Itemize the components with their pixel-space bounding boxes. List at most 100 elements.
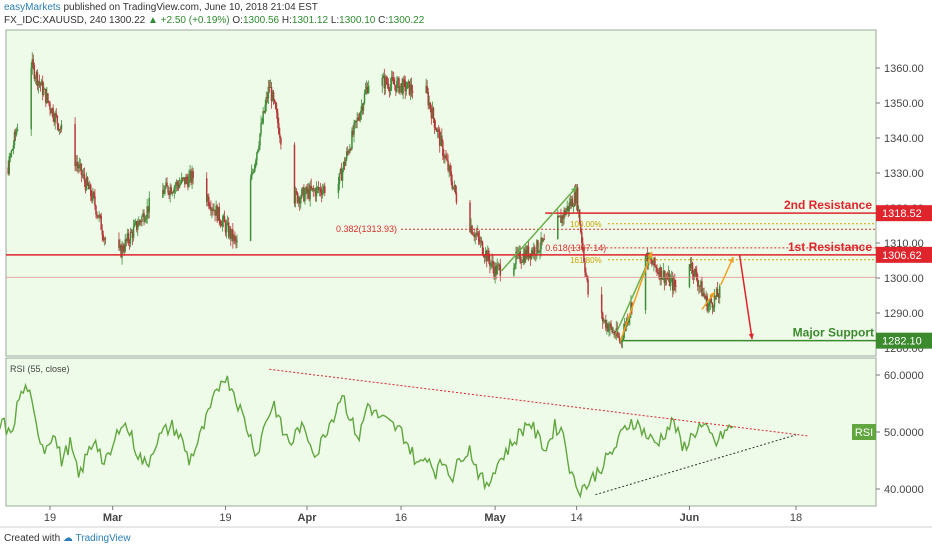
candle-body — [704, 295, 706, 300]
candle-body — [41, 81, 44, 95]
candle-body — [526, 246, 529, 258]
candle-body — [85, 177, 88, 190]
candle-body — [58, 129, 61, 131]
candle-body — [130, 231, 133, 233]
candle-body — [450, 171, 452, 182]
candle-body — [400, 83, 402, 86]
candle-body — [236, 240, 238, 243]
candle-body — [428, 102, 431, 106]
candle-body — [700, 281, 702, 287]
candle-body — [607, 323, 609, 332]
candle-body — [87, 184, 90, 190]
candle-body — [425, 85, 427, 93]
candle-body — [542, 239, 544, 242]
candle-body — [120, 245, 122, 258]
candle-body — [714, 295, 717, 297]
candle-body — [97, 215, 99, 218]
candle-body — [210, 207, 212, 211]
tradingview-brand[interactable]: TradingView — [75, 533, 131, 544]
candle-body — [475, 233, 478, 235]
candle-body — [102, 234, 105, 240]
candle-body — [296, 192, 299, 203]
candle-body — [713, 295, 716, 308]
candle-body — [101, 229, 103, 235]
candle-body — [324, 186, 326, 193]
candle-body — [171, 192, 173, 194]
candle-body — [79, 163, 82, 165]
publisher-name[interactable]: easyMarkets — [4, 2, 61, 13]
candle-body — [250, 172, 253, 180]
candle-body — [168, 192, 170, 196]
time-axis-tick-label: Mar — [103, 512, 123, 524]
candle-body — [528, 253, 531, 258]
candle-body — [537, 240, 539, 253]
candle-body — [538, 252, 540, 254]
candle-body — [265, 97, 268, 105]
candle-body — [127, 233, 130, 242]
candle-body — [40, 81, 43, 86]
candle-body — [33, 65, 36, 79]
candle-body — [270, 86, 273, 102]
candle-body — [385, 77, 388, 84]
high-value: 1301.12 — [291, 15, 329, 26]
candle-body — [38, 81, 41, 84]
candle-body — [261, 123, 263, 125]
candle-body — [474, 233, 476, 238]
candle-body — [303, 187, 305, 202]
candle-body — [103, 238, 106, 240]
second-resistance-tag-text: 1318.52 — [882, 208, 922, 220]
candle-body — [258, 145, 260, 150]
candle-body — [574, 191, 577, 204]
candle-body — [567, 206, 569, 211]
candle-body — [227, 222, 230, 237]
price-axis-tick-label: 1300.00 — [884, 273, 924, 285]
candle-body — [575, 187, 578, 204]
candle-body — [51, 108, 53, 114]
candle-body — [14, 131, 17, 135]
chart-header-line1: easyMarkets published on TradingView.com… — [4, 2, 318, 13]
major-support-tag — [876, 332, 932, 349]
candle-body — [177, 184, 180, 188]
candle-body — [11, 149, 14, 151]
candle-body — [44, 88, 46, 90]
time-axis-tick-label: May — [484, 512, 506, 524]
candle-body — [562, 215, 564, 219]
candle-body — [104, 238, 107, 240]
candle-body — [91, 195, 93, 201]
candle-body — [294, 190, 297, 204]
candle-body — [534, 247, 536, 255]
candle-body — [321, 190, 324, 196]
price-axis-tick-label: 1360.00 — [884, 63, 924, 75]
candle-body — [256, 152, 258, 161]
candle-body — [569, 202, 572, 207]
candle-body — [92, 192, 94, 201]
candle-body — [260, 123, 262, 134]
rsi-descending-trendline — [269, 368, 809, 437]
open-label: O: — [232, 15, 243, 26]
candle-body — [186, 176, 188, 180]
candle-body — [498, 264, 501, 266]
candle-body — [266, 97, 269, 99]
candle-body — [143, 213, 145, 222]
candle-body — [445, 155, 447, 159]
candle-body — [181, 177, 184, 179]
candle-body — [46, 93, 48, 103]
candle-body — [605, 319, 607, 329]
candle-body — [578, 209, 581, 225]
candle-body — [361, 106, 364, 111]
candle-body — [360, 106, 363, 113]
candle-body — [126, 233, 129, 241]
candle-body — [570, 199, 573, 207]
candle-body — [269, 86, 272, 88]
candle-body — [182, 177, 185, 179]
candle-body — [531, 250, 534, 254]
candle-body — [49, 103, 51, 110]
candle-body — [695, 271, 698, 280]
candle-body — [436, 129, 439, 132]
rsi-badge — [852, 424, 876, 440]
candle-body — [185, 176, 187, 185]
candle-body — [133, 223, 136, 227]
symbol-label: FX_IDC:XAUUSD, 240 — [4, 15, 107, 26]
candle-body — [338, 173, 341, 184]
